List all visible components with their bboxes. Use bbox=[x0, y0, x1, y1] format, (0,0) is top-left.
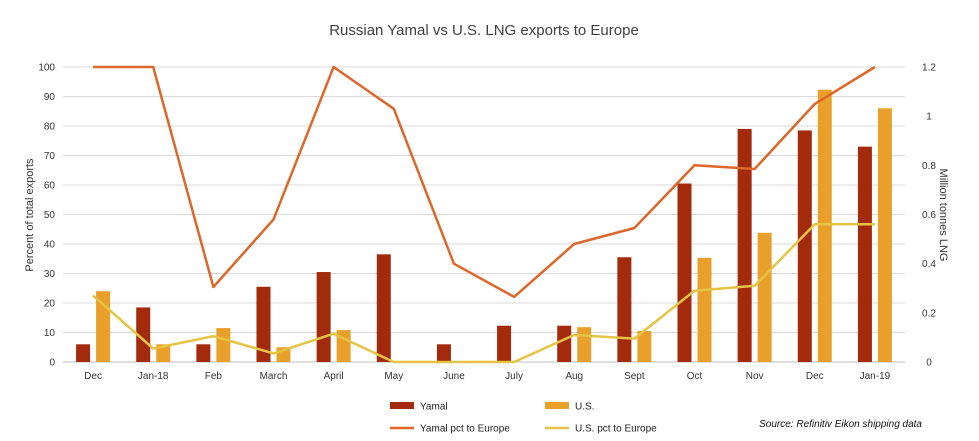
y-right-axis-title: Million tonnes LNG bbox=[937, 169, 949, 262]
y-left-tick-label: 100 bbox=[38, 63, 55, 74]
x-tick-label: Nov bbox=[746, 371, 764, 382]
y-left-tick-label: 10 bbox=[44, 328, 56, 339]
y-right-tick-label: 0.6 bbox=[922, 210, 936, 221]
x-tick-label: Sept bbox=[624, 371, 645, 382]
x-tick-label: Aug bbox=[565, 371, 583, 382]
y-right-tick-label: 0.8 bbox=[922, 161, 936, 172]
x-tick-label: March bbox=[260, 371, 288, 382]
source-note: Source: Refinitiv Eikon shipping data bbox=[759, 419, 922, 430]
bar-us bbox=[96, 291, 111, 362]
bar-yamal bbox=[497, 325, 512, 362]
bar-us bbox=[637, 331, 652, 362]
bar-yamal bbox=[316, 272, 331, 362]
y-right-tick-label: 0.4 bbox=[922, 259, 936, 270]
legend-swatch bbox=[545, 402, 569, 409]
x-tick-label: June bbox=[443, 371, 465, 382]
legend-swatch bbox=[390, 402, 414, 409]
y-left-tick-label: 20 bbox=[44, 299, 56, 310]
grid-lines bbox=[63, 66, 905, 363]
bars-layer bbox=[76, 89, 892, 362]
y-left-tick-label: 0 bbox=[49, 358, 55, 369]
legend: Yamal U.S. Yamal pct to Europe U.S. pct to … bbox=[390, 402, 657, 435]
line-us-pct bbox=[92, 223, 875, 364]
bar-yamal bbox=[797, 130, 812, 362]
y-left-tick-label: 30 bbox=[44, 269, 56, 280]
lines-layer bbox=[92, 65, 876, 364]
bar-us bbox=[216, 328, 231, 362]
x-tick-label: April bbox=[324, 371, 344, 382]
legend-label: Yamal pct to Europe bbox=[420, 424, 510, 435]
x-tick-label: July bbox=[505, 371, 523, 382]
chart-title: Russian Yamal vs U.S. LNG exports to Eur… bbox=[329, 22, 639, 39]
bar-yamal bbox=[857, 146, 872, 362]
bar-us bbox=[817, 89, 832, 362]
bar-us bbox=[697, 257, 712, 362]
y-left-axis-title: Percent of total exports bbox=[24, 158, 36, 272]
axis-ticks: 0 10 20 30 40 50 60 70 80 90 100 0 0.2 0.4 0.6 0.8 1 1.2 D… bbox=[38, 63, 936, 383]
bar-yamal bbox=[557, 325, 572, 362]
line-yamal-pct bbox=[93, 65, 876, 299]
bar-yamal bbox=[196, 344, 211, 362]
y-right-tick-label: 0.2 bbox=[922, 308, 936, 319]
bar-us bbox=[156, 344, 171, 362]
x-tick-label: Dec bbox=[84, 371, 102, 382]
y-left-tick-label: 40 bbox=[44, 240, 56, 251]
bar-yamal bbox=[436, 344, 451, 362]
y-left-tick-label: 80 bbox=[44, 122, 56, 133]
y-right-tick-label: 0 bbox=[926, 358, 932, 369]
y-left-tick-label: 90 bbox=[44, 92, 56, 103]
bar-yamal bbox=[737, 128, 752, 362]
bar-us bbox=[877, 108, 892, 362]
bar-yamal bbox=[136, 307, 151, 362]
y-left-tick-label: 60 bbox=[44, 181, 56, 192]
bar-yamal bbox=[76, 344, 91, 362]
x-tick-label: Dec bbox=[806, 371, 824, 382]
legend-label: Yamal bbox=[420, 402, 448, 413]
legend-label: U.S. pct to Europe bbox=[575, 424, 657, 435]
y-left-tick-label: 50 bbox=[44, 210, 56, 221]
x-tick-label: May bbox=[384, 371, 403, 382]
y-right-tick-label: 1 bbox=[926, 112, 932, 123]
bar-yamal bbox=[617, 257, 632, 362]
legend-label: U.S. bbox=[575, 402, 594, 413]
x-tick-label: Jan-18 bbox=[138, 371, 169, 382]
x-tick-label: Oct bbox=[687, 371, 703, 382]
y-right-tick-label: 1.2 bbox=[922, 63, 936, 74]
bar-us bbox=[757, 232, 772, 362]
bar-yamal bbox=[677, 183, 692, 362]
bar-yamal bbox=[256, 286, 271, 362]
x-tick-label: Feb bbox=[205, 371, 223, 382]
bar-us bbox=[577, 327, 592, 362]
y-left-tick-label: 70 bbox=[44, 151, 56, 162]
bar-yamal bbox=[376, 254, 391, 362]
x-tick-label: Jan-19 bbox=[860, 371, 891, 382]
